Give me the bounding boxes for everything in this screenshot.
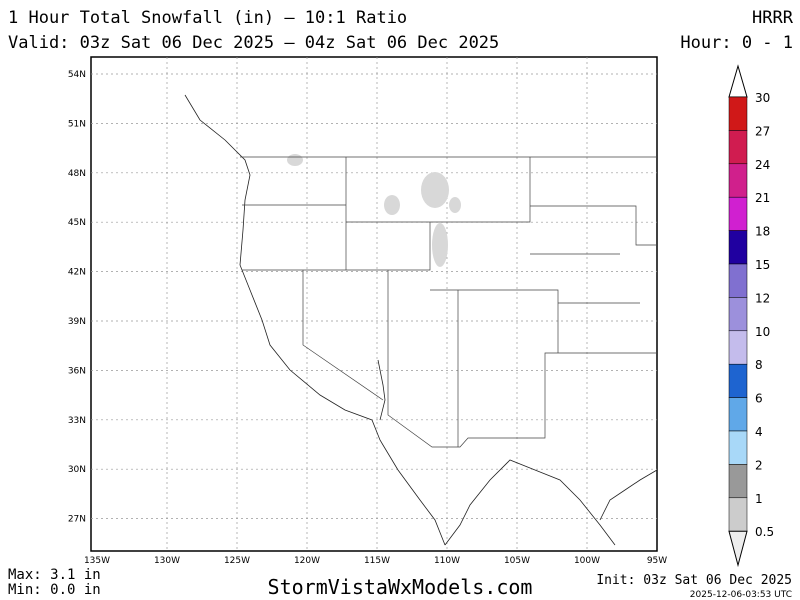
colorbar-bottom-arrow (728, 530, 748, 568)
lat-label: 30N (68, 465, 86, 475)
model: HRRR (752, 8, 794, 28)
colorbar-box (728, 397, 748, 432)
colorbar-label: 0.5 (755, 525, 774, 539)
colorbar-label: 24 (755, 158, 770, 172)
map (90, 56, 658, 552)
colorbar-label: 10 (755, 325, 770, 339)
timestamp: 2025-12-06-03:53 UTC (690, 590, 792, 600)
min-value: Min: 0.0 in (8, 582, 101, 598)
colorbar-label: 27 (755, 124, 770, 138)
lon-label: 100W (574, 556, 600, 566)
colorbar-box (728, 330, 748, 365)
colorbar-label: 1 (755, 492, 763, 506)
hour-range: Hour: 0 - 1 (680, 33, 793, 53)
state-borders (240, 156, 657, 448)
colorbar-label: 6 (755, 392, 763, 406)
colorbar-box (728, 263, 748, 298)
colorbar-box (728, 430, 748, 465)
site-name: StormVistaWxModels.com (268, 575, 533, 599)
colorbar-box (728, 230, 748, 265)
colorbar-box (728, 96, 748, 131)
lat-label: 51N (68, 119, 86, 129)
colorbar-label: 30 (755, 91, 770, 105)
graticule (91, 57, 657, 551)
colorbar-label: 21 (755, 191, 770, 205)
colorbar-label: 15 (755, 258, 770, 272)
colorbar-box (728, 196, 748, 231)
lat-label: 33N (68, 416, 86, 426)
lon-label: 110W (434, 556, 460, 566)
colorbar-box (728, 130, 748, 165)
colorbar-box (728, 163, 748, 198)
lon-label: 95W (647, 556, 667, 566)
lon-label: 105W (504, 556, 530, 566)
lat-label: 39N (68, 317, 86, 327)
lat-label: 54N (68, 70, 86, 80)
lat-label: 36N (68, 366, 86, 376)
lat-label: 45N (68, 218, 86, 228)
valid-time: Valid: 03z Sat 06 Dec 2025 — 04z Sat 06 … (8, 33, 499, 53)
init-time: Init: 03z Sat 06 Dec 2025 (596, 573, 792, 588)
lat-label: 27N (68, 515, 86, 525)
lon-label: 130W (154, 556, 180, 566)
snow-areas (287, 154, 461, 267)
colorbar-label: 12 (755, 291, 770, 305)
max-value: Max: 3.1 in (8, 567, 101, 583)
colorbar-label: 2 (755, 458, 763, 472)
colorbar-top-arrow (728, 64, 748, 98)
colorbar-box (728, 363, 748, 398)
lon-label: 135W (84, 556, 110, 566)
colorbar-label: 18 (755, 225, 770, 239)
map-frame (90, 56, 658, 552)
lon-label: 115W (364, 556, 390, 566)
title: 1 Hour Total Snowfall (in) — 10:1 Ratio (8, 8, 407, 28)
colorbar-label: 4 (755, 425, 763, 439)
lat-label: 42N (68, 268, 86, 278)
lon-label: 125W (224, 556, 250, 566)
colorbar-box (728, 497, 748, 532)
lat-label: 48N (68, 169, 86, 179)
colorbar-box (728, 297, 748, 332)
lon-label: 120W (294, 556, 320, 566)
colorbar-box (728, 464, 748, 499)
coastline (184, 94, 658, 546)
colorbar-label: 8 (755, 358, 763, 372)
